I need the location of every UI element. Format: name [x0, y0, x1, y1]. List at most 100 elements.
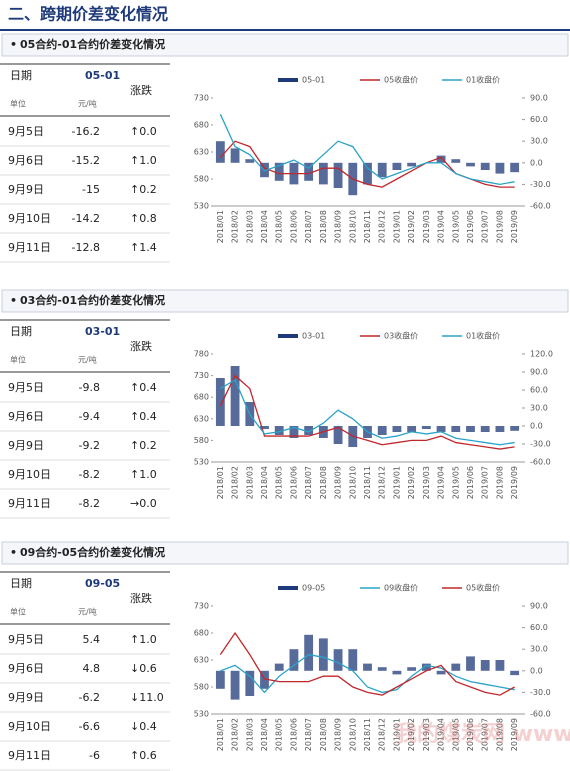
bar	[377, 162, 387, 178]
table-units: 单位	[10, 355, 26, 365]
bar	[215, 670, 225, 689]
x-tick-label: 2018/10	[348, 718, 357, 751]
row-change: ↑1.0	[130, 468, 157, 481]
x-tick-label: 2018/04	[260, 210, 269, 243]
x-tick-label: 2019/07	[481, 466, 490, 499]
legend-label: 03收盘价	[384, 331, 418, 341]
bar	[495, 660, 505, 671]
x-tick-label: 2019/04	[437, 466, 446, 499]
watermark: 我的煤炭网 www.mycoal.cn	[395, 721, 570, 747]
row-change: ↑0.8	[130, 212, 157, 225]
table-units: 单位	[10, 99, 26, 109]
bar	[333, 649, 343, 671]
line	[219, 631, 515, 696]
legend-label: 09-05	[302, 584, 325, 593]
y2-tick-label: -30.0	[530, 440, 551, 449]
bar	[215, 141, 225, 163]
row-date: 9月10日	[8, 468, 51, 481]
x-tick-label: 2019/08	[495, 210, 504, 243]
x-tick-label: 2019/01	[392, 466, 401, 499]
x-tick-label: 2019/03	[422, 466, 431, 499]
x-tick-label: 2018/10	[348, 210, 357, 243]
bar	[407, 162, 417, 167]
bar	[304, 634, 314, 671]
table-header: 涨跌	[130, 591, 152, 605]
bar	[392, 162, 402, 170]
x-tick-label: 2019/02	[407, 718, 416, 751]
y-tick-label: 730	[194, 602, 209, 611]
bar	[510, 670, 520, 676]
row-change: ↓0.6	[130, 662, 157, 675]
x-tick-label: 2018/03	[245, 718, 254, 751]
bar	[466, 426, 475, 432]
x-tick-label: 2018/02	[231, 210, 240, 243]
x-tick-label: 2018/06	[289, 210, 298, 243]
row-date: 9月5日	[8, 381, 44, 394]
row-change: ↑0.4	[130, 381, 157, 394]
section-title: 09合约-05合约价差变化情况	[20, 545, 165, 559]
y-tick-label: 780	[194, 350, 209, 359]
bar	[230, 148, 240, 163]
y2-tick-label: -30.0	[530, 688, 551, 697]
bar	[480, 426, 490, 432]
x-tick-label: 2018/06	[289, 466, 298, 499]
x-tick-label: 2018/07	[304, 466, 313, 499]
row-date: 9月10日	[8, 212, 51, 225]
bar	[230, 366, 240, 426]
bar	[363, 663, 372, 671]
row-value: -9.8	[79, 381, 100, 394]
row-change: ↓0.4	[130, 720, 157, 733]
x-tick-label: 2018/02	[231, 718, 240, 751]
y2-tick-label: 60.0	[530, 386, 548, 395]
legend-label: 05收盘价	[384, 75, 418, 85]
y2-tick-label: 90.0	[530, 602, 548, 611]
row-change: ↑0.4	[130, 410, 157, 423]
bullet: •	[10, 38, 17, 51]
y2-tick-label: 120.0	[530, 350, 553, 359]
x-tick-label: 2019/04	[437, 718, 446, 751]
bar	[407, 426, 417, 432]
section-title: 05合约-01合约价差变化情况	[20, 37, 165, 51]
table-units: 元/吨	[78, 607, 97, 617]
bar	[304, 426, 314, 435]
x-tick-label: 2018/11	[363, 466, 372, 499]
bar	[289, 649, 299, 671]
table-header: 09-05	[85, 577, 120, 590]
bar	[421, 663, 431, 671]
y2-tick-label: 0.0	[530, 158, 543, 167]
x-tick-label: 2019/09	[510, 466, 519, 499]
y-tick-label: 580	[194, 436, 209, 445]
x-tick-label: 2018/03	[245, 210, 254, 243]
table-header: 日期	[10, 577, 32, 590]
legend-label: 03-01	[302, 332, 325, 341]
bar	[274, 426, 284, 435]
x-tick-label: 2019/04	[437, 210, 446, 243]
row-date: 9月9日	[8, 691, 44, 704]
row-date: 9月9日	[8, 439, 44, 452]
x-tick-label: 2018/11	[363, 210, 372, 243]
legend-label: 01收盘价	[466, 331, 500, 341]
row-value: -15	[82, 183, 100, 196]
bar	[363, 162, 372, 185]
x-tick-label: 2018/11	[363, 718, 372, 751]
line	[219, 374, 515, 450]
x-tick-label: 2019/05	[451, 718, 460, 751]
x-tick-label: 2019/01	[392, 210, 401, 243]
x-tick-label: 2018/09	[334, 718, 343, 751]
bar	[274, 162, 284, 181]
bar	[304, 162, 314, 181]
bar	[333, 162, 343, 188]
row-date: 9月6日	[8, 154, 44, 167]
row-date: 9月5日	[8, 125, 44, 138]
table-header: 涨跌	[130, 339, 152, 353]
y-tick-label: 730	[194, 371, 209, 380]
row-change: ↑1.0	[130, 154, 157, 167]
legend-swatch	[278, 78, 298, 82]
line	[219, 113, 515, 186]
x-tick-label: 2018/08	[319, 718, 328, 751]
bar	[348, 649, 358, 671]
table-header: 03-01	[85, 325, 120, 338]
x-tick-label: 2019/08	[495, 718, 504, 751]
x-tick-label: 2019/02	[407, 466, 416, 499]
